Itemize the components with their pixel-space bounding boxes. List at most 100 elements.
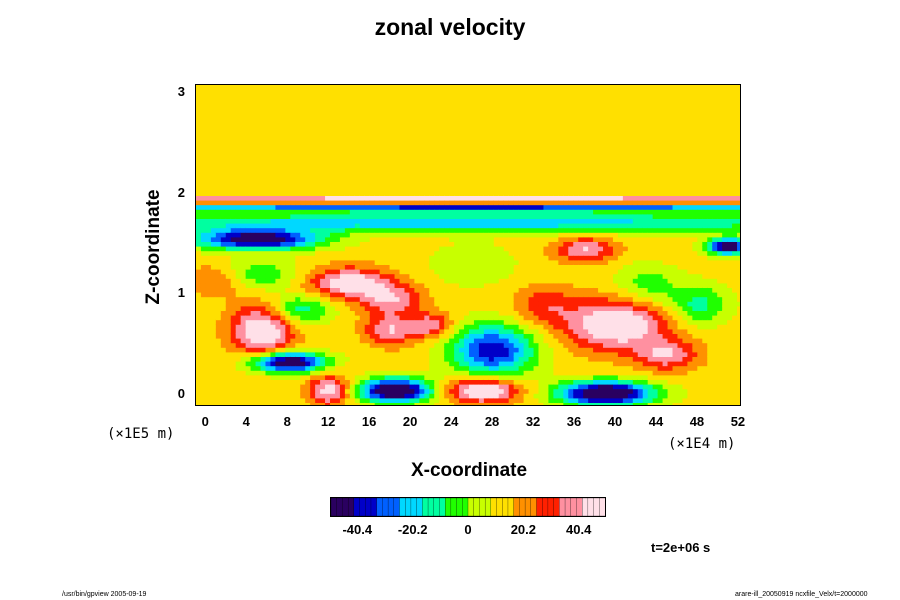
heatmap-cell <box>339 393 346 399</box>
heatmap-cell <box>196 103 202 109</box>
heatmap-cell <box>434 163 440 169</box>
heatmap-cell <box>280 186 286 192</box>
heatmap-cell <box>260 370 267 376</box>
heatmap-cell <box>339 108 346 114</box>
heatmap-cell <box>449 351 455 357</box>
heatmap-cell <box>225 241 232 247</box>
heatmap-cell <box>334 158 341 164</box>
heatmap-cell <box>300 393 306 399</box>
heatmap-cell <box>320 200 326 206</box>
heatmap-cell <box>315 112 321 118</box>
heatmap-cell <box>200 140 207 146</box>
heatmap-cell <box>240 356 247 362</box>
heatmap-cell <box>315 379 321 385</box>
heatmap-cell <box>325 154 331 160</box>
heatmap-cell <box>503 117 510 123</box>
heatmap-cell <box>290 163 296 169</box>
heatmap-cell <box>374 94 381 100</box>
heatmap-cell <box>285 98 291 104</box>
heatmap-cell <box>290 103 296 109</box>
heatmap-cell <box>439 305 445 311</box>
heatmap-cell <box>330 319 336 325</box>
heatmap-cell <box>275 264 281 270</box>
heatmap-cell <box>235 98 242 104</box>
heatmap-cell <box>295 177 301 183</box>
heatmap-cell <box>359 85 366 91</box>
heatmap-cell <box>220 250 227 256</box>
heatmap-cell <box>444 365 450 371</box>
heatmap-cell <box>513 241 520 247</box>
heatmap-cell <box>230 255 237 261</box>
heatmap-cell <box>200 227 207 233</box>
heatmap-cell <box>449 384 455 390</box>
heatmap-cell <box>240 232 247 238</box>
heatmap-cell <box>464 338 470 344</box>
heatmap-cell <box>464 397 470 403</box>
heatmap-cell <box>270 241 277 247</box>
heatmap-cell <box>205 177 212 183</box>
heatmap-cell <box>280 236 286 242</box>
heatmap-cell <box>354 195 361 201</box>
heatmap-cell <box>344 255 351 261</box>
heatmap-cell <box>344 181 351 187</box>
heatmap-cell <box>454 241 460 247</box>
heatmap-cell <box>344 177 351 183</box>
heatmap-cell <box>210 324 217 330</box>
heatmap-cell <box>240 85 247 91</box>
heatmap-cell <box>439 126 445 132</box>
heatmap-cell <box>419 167 425 173</box>
heatmap-cell <box>225 200 232 206</box>
heatmap-cell <box>320 347 326 353</box>
heatmap-cell <box>295 342 301 348</box>
heatmap-cell <box>473 384 480 390</box>
heatmap-cell <box>389 393 396 399</box>
heatmap-cell <box>220 167 227 173</box>
heatmap-cell <box>230 356 237 362</box>
heatmap-cell <box>513 204 520 210</box>
heatmap-cell <box>488 301 495 307</box>
heatmap-cell <box>464 200 470 206</box>
heatmap-cell <box>508 121 515 127</box>
heatmap-cell <box>285 149 291 155</box>
heatmap-cell <box>334 140 341 146</box>
heatmap-cell <box>493 356 500 362</box>
heatmap-cell <box>210 241 217 247</box>
heatmap-cell <box>290 158 296 164</box>
heatmap-cell <box>379 301 386 307</box>
heatmap-cell <box>230 292 237 298</box>
heatmap-cell <box>478 131 485 137</box>
heatmap-cell <box>339 250 346 256</box>
heatmap-cell <box>424 135 430 141</box>
heatmap-cell <box>434 374 440 380</box>
heatmap-cell <box>260 135 267 141</box>
heatmap-cell <box>235 103 242 109</box>
heatmap-cell <box>439 236 445 242</box>
heatmap-cell <box>374 103 381 109</box>
heatmap-cell <box>210 259 217 265</box>
heatmap-cell <box>454 250 460 256</box>
heatmap-cell <box>478 292 485 298</box>
heatmap-cell <box>493 200 500 206</box>
heatmap-cell <box>240 103 247 109</box>
heatmap-cell <box>225 259 232 265</box>
heatmap-cell <box>488 296 495 302</box>
heatmap-cell <box>409 144 415 150</box>
heatmap-cell <box>250 121 257 127</box>
heatmap-cell <box>379 374 386 380</box>
heatmap-cell <box>469 117 475 123</box>
heatmap-cell <box>354 296 361 302</box>
heatmap-cell <box>389 278 396 284</box>
heatmap-cell <box>374 282 381 288</box>
heatmap-cell <box>240 301 247 307</box>
heatmap-cell <box>285 121 291 127</box>
heatmap-cell <box>498 361 505 367</box>
heatmap-cell <box>518 324 525 330</box>
heatmap-cell <box>498 356 505 362</box>
heatmap-cell <box>245 250 252 256</box>
heatmap-cell <box>245 310 252 316</box>
heatmap-cell <box>404 393 411 399</box>
heatmap-cell <box>434 144 440 150</box>
heatmap-cell <box>205 144 212 150</box>
heatmap-cell <box>434 338 440 344</box>
heatmap-cell <box>434 232 440 238</box>
